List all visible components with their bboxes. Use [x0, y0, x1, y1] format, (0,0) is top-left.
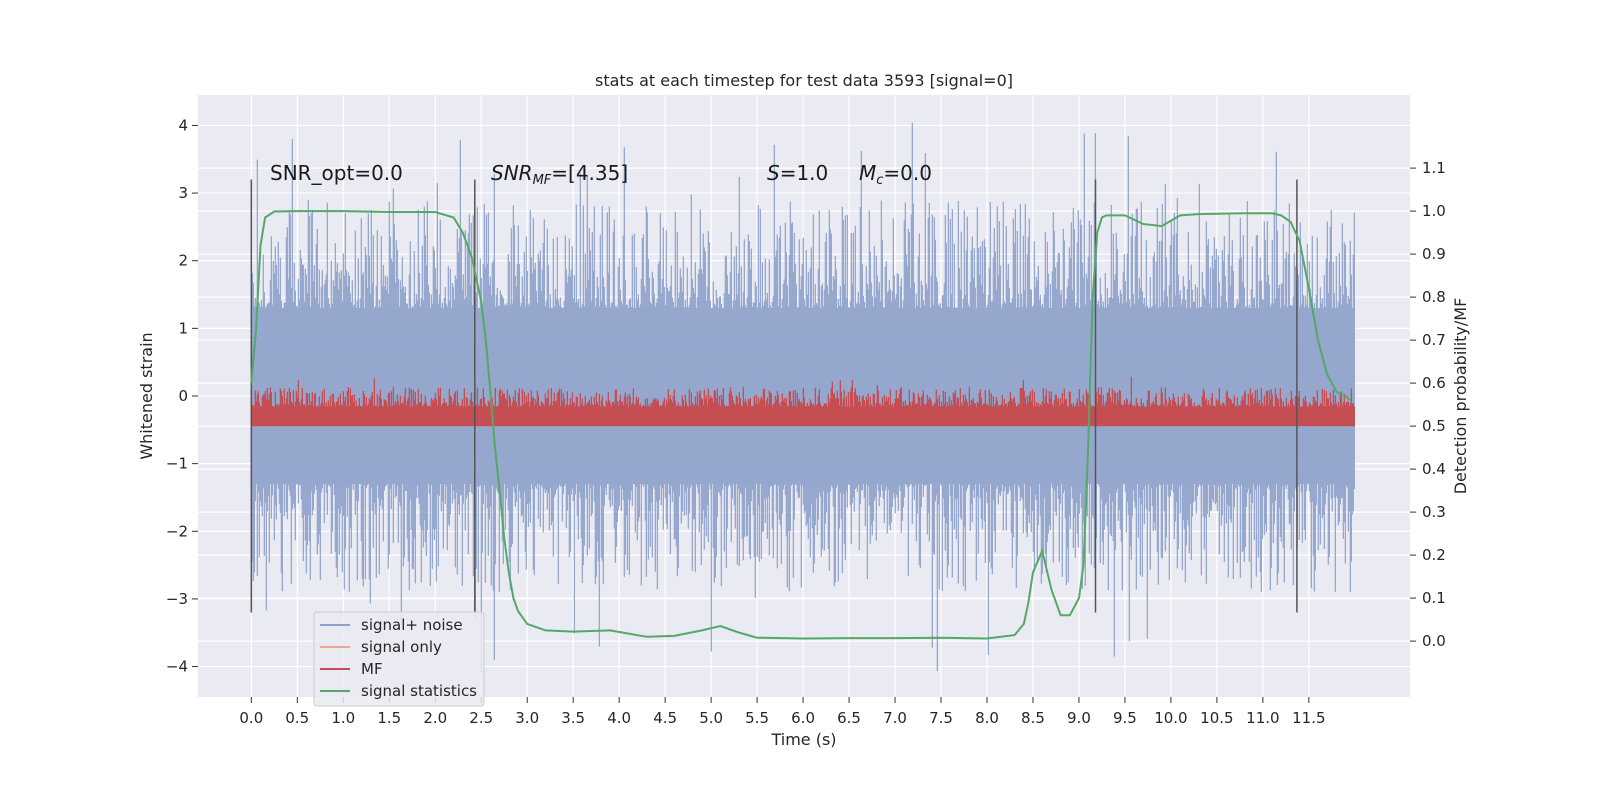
- x-tick-label: 9.5: [1113, 709, 1137, 727]
- y-tick-label: 0: [178, 387, 188, 405]
- y2-tick-label: 0.0: [1422, 632, 1446, 650]
- x-tick-label: 11.0: [1246, 709, 1279, 727]
- legend-label: signal only: [361, 638, 442, 656]
- y2-tick-label: 0.3: [1422, 503, 1446, 521]
- annotation-s-rest: =1.0: [780, 161, 829, 185]
- annotation-mc-base: M: [859, 161, 876, 185]
- x-tick-label: 1.5: [377, 709, 401, 727]
- annotation-mc-sub: c: [876, 173, 883, 188]
- x-tick-label: 9.0: [1067, 709, 1091, 727]
- annotation-snr-opt: SNR_opt=0.0: [270, 161, 403, 185]
- x-tick-label: 4.0: [607, 709, 631, 727]
- x-tick-label: 6.5: [837, 709, 861, 727]
- y-tick-label: 3: [178, 184, 188, 202]
- x-tick-label: 10.5: [1200, 709, 1233, 727]
- series-signal-statistics: [250, 210, 1351, 640]
- annotations: SNR_opt=0.0 SNRMF=[4.35] S=1.0 Mc=0.0: [270, 161, 932, 188]
- y-tick-label: 2: [178, 252, 188, 270]
- y-tick-label: −2: [166, 522, 188, 540]
- series-mf: [250, 376, 1355, 427]
- y2-tick-label: 0.4: [1422, 460, 1446, 478]
- y2-tick-label: 0.6: [1422, 374, 1446, 392]
- y2-axis-label: Detection probability/MF: [1451, 298, 1470, 495]
- y-axis-left: −4 −3 −2 −1 0 1 2 3 4: [166, 116, 198, 676]
- legend-label: signal statistics: [361, 682, 477, 700]
- x-axis-label: Time (s): [770, 730, 836, 749]
- x-tick-label: 3.0: [515, 709, 539, 727]
- y2-tick-label: 1.0: [1422, 202, 1446, 220]
- annotation-snr-mf: SNRMF=[4.35]: [491, 161, 628, 188]
- x-tick-label: 2.0: [423, 709, 447, 727]
- chart-title: stats at each timestep for test data 359…: [595, 71, 1013, 90]
- x-tick-label: 8.5: [1021, 709, 1045, 727]
- y2-tick-label: 0.9: [1422, 245, 1446, 263]
- legend-label: signal+ noise: [361, 616, 463, 634]
- annotation-mc-rest: =0.0: [883, 161, 932, 185]
- legend: signal+ noise signal only MF signal statist…: [313, 611, 485, 707]
- x-tick-label: 5.0: [699, 709, 723, 727]
- annotation-s-base: S: [767, 161, 780, 185]
- y2-tick-label: 0.5: [1422, 417, 1446, 435]
- y2-tick-label: 1.1: [1422, 159, 1446, 177]
- y-tick-label: 1: [178, 319, 188, 337]
- y2-tick-label: 0.2: [1422, 546, 1446, 564]
- y-axis-label: Whitened strain: [137, 332, 156, 459]
- x-tick-label: 0.0: [239, 709, 263, 727]
- legend-label: MF: [361, 660, 383, 678]
- y2-tick-label: 0.7: [1422, 331, 1446, 349]
- y-tick-label: 4: [178, 116, 188, 134]
- x-tick-label: 7.5: [929, 709, 953, 727]
- y-tick-label: −3: [166, 590, 188, 608]
- annotation-mc: Mc=0.0: [859, 161, 932, 188]
- x-tick-label: 8.0: [975, 709, 999, 727]
- x-tick-label: 10.0: [1154, 709, 1187, 727]
- y-tick-label: −4: [166, 658, 188, 676]
- y-tick-label: −1: [166, 455, 188, 473]
- x-tick-label: 6.0: [791, 709, 815, 727]
- annotation-s: S=1.0: [767, 161, 828, 185]
- x-tick-label: 2.5: [469, 709, 493, 727]
- y2-tick-label: 0.1: [1422, 589, 1446, 607]
- x-axis: 0.0 0.5 1.0 1.5 2.0 2.5 3.0 3.5 4.0 4.5 5.0 5.5 6.0 6…: [239, 697, 1326, 727]
- annotation-snr-mf-rest: =[4.35]: [551, 161, 628, 185]
- annotation-snr-mf-sub: MF: [533, 173, 552, 188]
- x-tick-label: 3.5: [561, 709, 585, 727]
- legend-box: [313, 611, 485, 707]
- x-tick-label: 4.5: [653, 709, 677, 727]
- annotation-snr-mf-base: SNR: [491, 161, 533, 185]
- y2-tick-label: 0.8: [1422, 288, 1446, 306]
- x-tick-label: 0.5: [285, 709, 309, 727]
- x-tick-label: 7.0: [883, 709, 907, 727]
- x-tick-label: 1.0: [331, 709, 355, 727]
- x-tick-label: 5.5: [745, 709, 769, 727]
- y-axis-right: 0.0 0.1 0.2 0.3 0.4 0.5 0.6 0.7 0.8 0.9 1.0 1.1: [1410, 159, 1446, 650]
- x-tick-label: 11.5: [1292, 709, 1325, 727]
